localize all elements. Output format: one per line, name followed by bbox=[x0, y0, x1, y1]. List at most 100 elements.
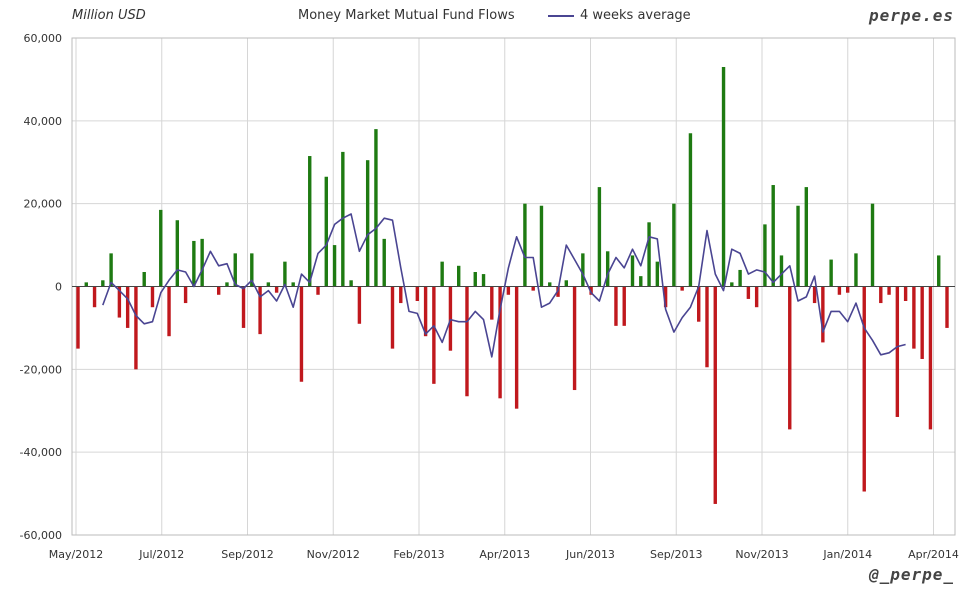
y-tick-label: -40,000 bbox=[20, 446, 62, 459]
outflow-bar bbox=[390, 286, 395, 349]
inflow-bar bbox=[324, 176, 328, 287]
outflow-bar bbox=[788, 286, 792, 430]
outflow-bar bbox=[76, 286, 80, 349]
outflow-bar bbox=[821, 286, 825, 343]
inflow-bar bbox=[639, 276, 643, 287]
outflow-bar bbox=[680, 286, 684, 291]
y-tick-label: 20,000 bbox=[24, 198, 63, 211]
x-axis-ticks: May/2012 Jul/2012 Sep/2012 Nov/2012 Feb/2013… bbox=[49, 548, 959, 561]
inflow-bar bbox=[109, 253, 113, 287]
inflow-bar bbox=[581, 253, 585, 287]
inflow-bar bbox=[291, 282, 295, 287]
y-tick-label: -60,000 bbox=[20, 529, 62, 542]
inflow-bar bbox=[548, 282, 552, 287]
inflow-bar bbox=[796, 205, 800, 287]
outflow-bar bbox=[928, 286, 933, 430]
outflow-bar bbox=[713, 286, 717, 504]
brand-watermark-bottom: @_perpe_ bbox=[868, 565, 954, 584]
inflow-bar bbox=[597, 187, 602, 287]
outflow-bar bbox=[125, 286, 130, 328]
outflow-bar bbox=[117, 286, 122, 318]
inflow-bar bbox=[473, 272, 477, 287]
inflow-bar bbox=[730, 282, 734, 287]
outflow-bar bbox=[216, 286, 221, 295]
inflow-bar bbox=[523, 203, 527, 287]
outflow-bar bbox=[912, 286, 916, 349]
inflow-bar bbox=[605, 251, 610, 287]
outflow-bar bbox=[614, 286, 618, 326]
outflow-bar bbox=[316, 286, 320, 295]
outflow-bar bbox=[746, 286, 751, 299]
outflow-bar bbox=[887, 286, 891, 295]
inflow-bar bbox=[266, 282, 271, 287]
outflow-bar bbox=[697, 286, 701, 322]
brand-watermark-top: perpe.es bbox=[868, 6, 954, 25]
inflow-bar bbox=[647, 222, 651, 287]
inflow-bar bbox=[655, 261, 660, 287]
outflow-bar bbox=[903, 286, 908, 301]
x-tick-label: May/2012 bbox=[49, 548, 103, 561]
legend-line-swatch bbox=[548, 14, 574, 17]
outflow-bar bbox=[498, 286, 502, 399]
outflow-bar bbox=[448, 286, 453, 351]
average-line bbox=[102, 213, 906, 358]
inflow-bar bbox=[564, 280, 568, 287]
outflow-bar bbox=[399, 286, 403, 304]
outflow-bar bbox=[92, 286, 97, 308]
outflow-bar bbox=[514, 286, 519, 409]
inflow-bar bbox=[374, 129, 378, 287]
inflow-bar bbox=[457, 265, 461, 287]
x-tick-label: Sep/2012 bbox=[221, 548, 273, 561]
inflow-bar bbox=[630, 255, 635, 287]
inflow-bar bbox=[365, 160, 370, 287]
bar-series bbox=[76, 66, 949, 504]
inflow-bar bbox=[341, 151, 345, 287]
outflow-bar bbox=[895, 286, 900, 417]
outflow-bar bbox=[920, 286, 924, 359]
outflow-bar bbox=[465, 286, 469, 397]
outflow-bar bbox=[945, 286, 949, 328]
outflow-bar bbox=[589, 286, 593, 295]
outflow-bar bbox=[357, 286, 362, 324]
inflow-bar bbox=[721, 66, 726, 287]
outflow-bar bbox=[241, 286, 246, 328]
outflow-bar bbox=[415, 286, 420, 301]
x-tick-label: Sep/2013 bbox=[650, 548, 702, 561]
x-tick-label: Nov/2013 bbox=[735, 548, 788, 561]
average-line-series bbox=[102, 213, 906, 358]
inflow-bar bbox=[159, 209, 163, 287]
outflow-bar bbox=[663, 286, 668, 308]
outflow-bar bbox=[423, 286, 428, 337]
inflow-bar bbox=[854, 253, 858, 287]
outflow-bar bbox=[862, 286, 866, 492]
y-tick-label: 0 bbox=[55, 281, 62, 294]
legend: 4 weeks average bbox=[548, 8, 691, 23]
outflow-bar bbox=[531, 286, 535, 291]
inflow-bar bbox=[771, 185, 775, 287]
inflow-bar bbox=[308, 156, 312, 287]
y-tick-label: 40,000 bbox=[24, 115, 63, 128]
outflow-bar bbox=[622, 286, 626, 326]
inflow-bar bbox=[250, 253, 254, 287]
inflow-bar bbox=[688, 133, 693, 287]
inflow-bar bbox=[175, 220, 180, 287]
inflow-bar bbox=[84, 282, 88, 287]
x-tick-label: Apr/2014 bbox=[908, 548, 959, 561]
outflow-bar bbox=[705, 286, 709, 368]
outflow-bar bbox=[506, 286, 511, 295]
outflow-bar bbox=[572, 286, 577, 391]
y-axis-unit-label: Million USD bbox=[72, 8, 146, 23]
outflow-bar bbox=[150, 286, 155, 308]
x-tick-label: Jan/2014 bbox=[822, 548, 872, 561]
x-tick-label: Apr/2013 bbox=[479, 548, 530, 561]
inflow-bar bbox=[440, 261, 444, 287]
chart-title: Money Market Mutual Fund Flows bbox=[298, 8, 515, 23]
inflow-bar bbox=[804, 187, 809, 287]
inflow-bar bbox=[382, 238, 386, 287]
inflow-bar bbox=[225, 282, 229, 287]
outflow-bar bbox=[812, 286, 817, 304]
x-tick-label: Jul/2012 bbox=[138, 548, 184, 561]
outflow-bar bbox=[258, 286, 262, 335]
inflow-bar bbox=[332, 245, 337, 287]
